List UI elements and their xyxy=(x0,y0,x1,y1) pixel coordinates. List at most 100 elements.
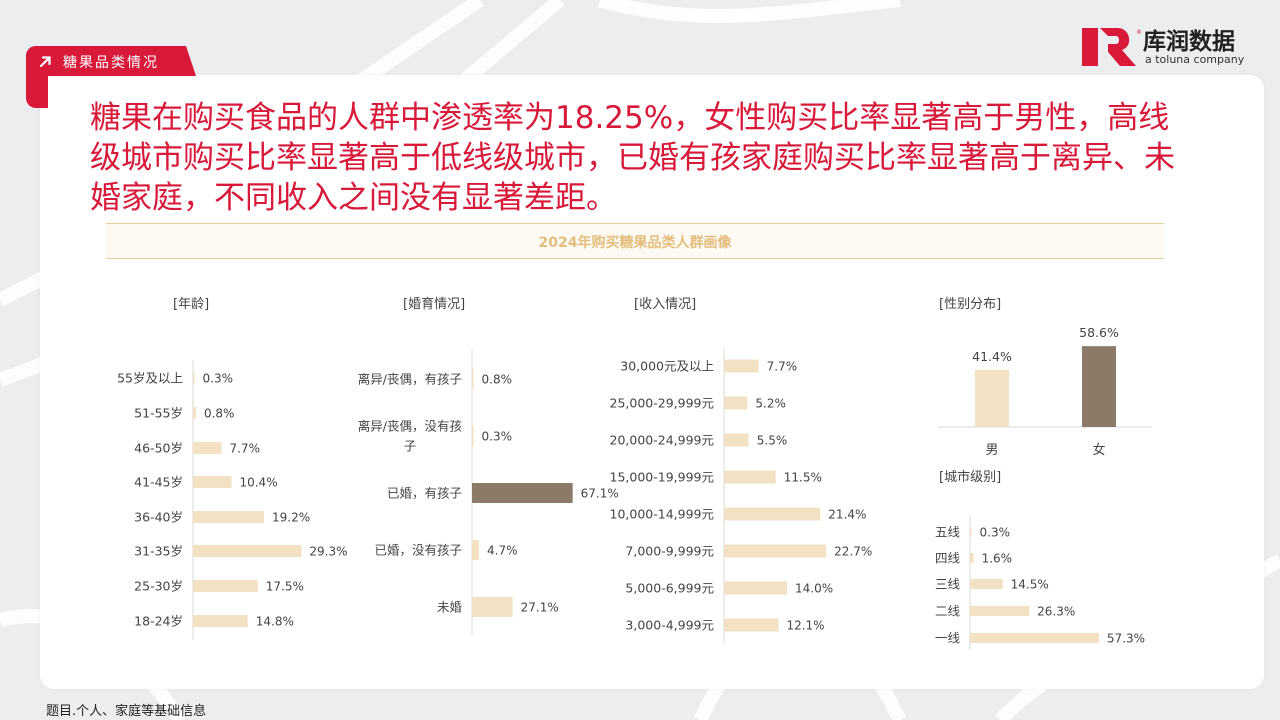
category-label: 男 xyxy=(985,443,998,458)
bar xyxy=(724,544,827,558)
footnote: 题目.个人、家庭等基础信息 xyxy=(46,704,207,719)
data-label: 0.8% xyxy=(482,373,513,387)
bar xyxy=(472,540,480,560)
category-label: 二线 xyxy=(935,604,961,619)
bar xyxy=(193,442,222,454)
category-label: 一线 xyxy=(935,631,961,646)
data-label: 0.3% xyxy=(482,430,513,444)
category-label: 41-45岁 xyxy=(134,475,183,490)
bar xyxy=(975,369,1009,427)
bar xyxy=(193,545,302,557)
data-label: 27.1% xyxy=(521,601,559,615)
bar xyxy=(472,597,513,617)
bar xyxy=(724,433,749,447)
category-label: 未婚 xyxy=(437,600,463,615)
category-label: 女 xyxy=(1092,442,1105,458)
bar xyxy=(970,579,1003,589)
chart-title-band: 2024年购买糖果品类人群画像 xyxy=(106,223,1164,259)
data-label: 0.3% xyxy=(203,372,234,386)
data-label: 5.2% xyxy=(755,397,786,411)
panel-title: [年龄] xyxy=(173,297,209,312)
category-label: 55岁及以上 xyxy=(117,371,183,386)
category-label: 30,000元及以上 xyxy=(620,359,714,374)
category-label: 离异/丧偶，没有孩 xyxy=(358,419,462,434)
data-label: 26.3% xyxy=(1037,605,1075,619)
panel-title: [收入情况] xyxy=(634,297,696,312)
arrow-up-right-icon xyxy=(39,56,51,68)
category-label: 已婚，有孩子 xyxy=(387,486,462,501)
panel-title: [性别分布] xyxy=(939,297,1001,312)
bar xyxy=(193,580,258,592)
bar xyxy=(724,618,779,632)
category-label: 18-24岁 xyxy=(134,614,183,629)
data-label: 14.5% xyxy=(1011,578,1049,592)
bar xyxy=(724,470,776,484)
bar xyxy=(724,359,759,373)
bar xyxy=(724,581,787,595)
category-label: 子 xyxy=(404,439,417,454)
category-label: 36-40岁 xyxy=(134,510,183,525)
category-label: 25,000-29,999元 xyxy=(610,396,715,411)
category-label: 10,000-14,999元 xyxy=(610,507,715,522)
category-label: 三线 xyxy=(935,577,961,592)
section-tag-label: 糖果品类情况 xyxy=(63,55,159,71)
bar xyxy=(472,426,474,446)
panel-title: [婚育情况] xyxy=(403,296,465,312)
bar xyxy=(724,507,821,521)
data-label: 0.8% xyxy=(204,407,235,421)
category-label: 46-50岁 xyxy=(134,441,183,456)
bar xyxy=(970,606,1030,616)
category-label: 四线 xyxy=(935,551,961,566)
data-label: 12.1% xyxy=(786,619,824,633)
data-label: 0.3% xyxy=(980,526,1011,540)
bar xyxy=(193,476,232,488)
category-label: 已婚，没有孩子 xyxy=(374,543,462,558)
data-label: 19.2% xyxy=(272,511,310,525)
bar xyxy=(193,372,195,384)
data-label: 5.5% xyxy=(757,434,788,448)
category-label: 51-55岁 xyxy=(134,406,183,421)
bar xyxy=(970,527,972,537)
category-label: 20,000-24,999元 xyxy=(610,433,715,448)
category-label: 7,000-9,999元 xyxy=(625,544,714,559)
data-label: 29.3% xyxy=(309,545,347,559)
bar xyxy=(724,396,748,410)
data-label: 41.4% xyxy=(972,349,1012,364)
bar xyxy=(472,483,573,503)
data-label: 17.5% xyxy=(266,580,304,594)
data-label: 7.7% xyxy=(767,360,798,374)
category-label: 3,000-4,999元 xyxy=(625,618,714,633)
headline: 糖果在购买食品的人群中渗透率为18.25%，女性购买比率显著高于男性，高线级城市… xyxy=(90,100,1175,216)
bar xyxy=(193,511,265,523)
data-label: 67.1% xyxy=(581,487,619,501)
chart-title: 2024年购买糖果品类人群画像 xyxy=(538,235,732,251)
data-label: 4.7% xyxy=(487,544,518,558)
data-label: 22.7% xyxy=(834,545,872,559)
bar xyxy=(472,369,474,389)
logo-mark: ® xyxy=(1082,28,1142,66)
category-label: 25-30岁 xyxy=(134,579,183,594)
data-label: 14.8% xyxy=(256,615,294,629)
category-label: 五线 xyxy=(935,525,961,540)
logo-wordmark: 库润数据 xyxy=(1143,29,1235,55)
bar xyxy=(193,407,196,419)
data-label: 14.0% xyxy=(795,582,833,596)
data-label: 1.6% xyxy=(982,552,1013,566)
bar xyxy=(970,553,974,563)
data-label: 57.3% xyxy=(1107,632,1145,646)
logo-tagline: a toluna company xyxy=(1145,53,1245,66)
category-label: 离异/丧偶，有孩子 xyxy=(358,372,462,387)
section-tag: 糖果品类情况 xyxy=(26,46,196,76)
bar xyxy=(1082,346,1116,427)
panel-title: [城市级别] xyxy=(939,469,1001,485)
svg-text:®: ® xyxy=(1136,29,1142,36)
data-label: 21.4% xyxy=(828,508,866,522)
data-label: 58.6% xyxy=(1079,325,1119,340)
bar xyxy=(970,633,1099,643)
category-label: 31-35岁 xyxy=(134,544,183,559)
data-label: 11.5% xyxy=(784,471,822,485)
bar xyxy=(193,615,248,627)
data-label: 7.7% xyxy=(229,442,259,456)
data-label: 10.4% xyxy=(239,476,277,490)
